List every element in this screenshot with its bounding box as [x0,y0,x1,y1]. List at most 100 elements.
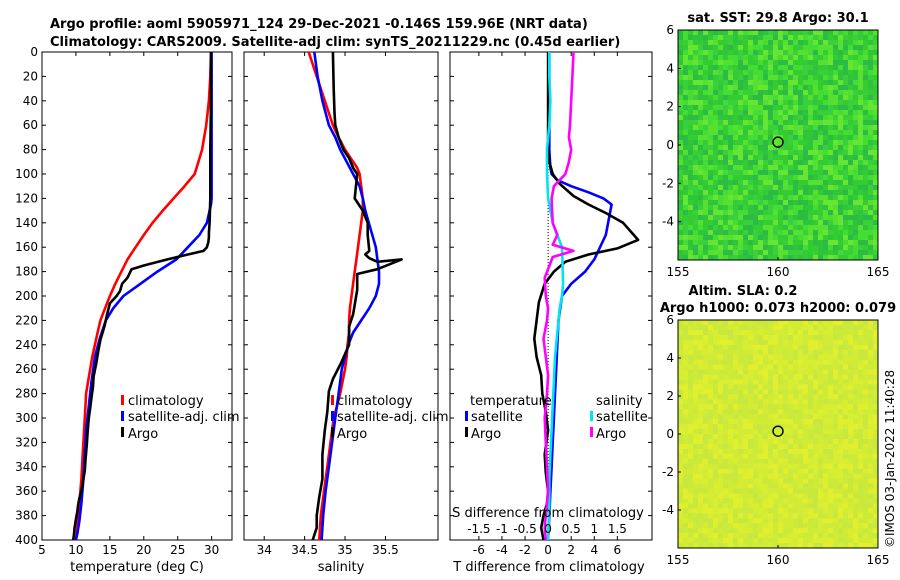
map-cell [693,235,699,241]
map-cell [748,508,754,514]
map-cell [798,389,804,395]
map-cell [848,155,854,161]
map-cell [788,200,794,206]
sla-map-frame [677,319,879,549]
map-cell [838,155,844,161]
map-cell [763,240,769,246]
map-cell [798,498,804,504]
map-cell [698,200,704,206]
map-cell [838,379,844,385]
map-cell [863,155,869,161]
map-cell [763,110,769,116]
map-cell [833,349,839,355]
map-cell [818,45,824,51]
map-cell [863,240,869,246]
map-cell [848,543,854,549]
map-cell [753,419,759,425]
map-cell [758,155,764,161]
map-cell [858,85,864,91]
map-cell [758,483,764,489]
map-cell [753,354,759,360]
map-cell [838,30,844,36]
map-cell [683,110,689,116]
map-cell [748,190,754,196]
map-cell [713,364,719,370]
map-cell [733,473,739,479]
map-cell [708,145,714,151]
map-cell [713,334,719,341]
map-cell [698,325,704,331]
map-cell [848,130,854,136]
map-cell [773,200,779,206]
map-cell [798,404,804,410]
map-cell [698,404,704,410]
map-cell [723,30,729,36]
map-cell [873,443,879,450]
map-cell [853,150,859,156]
map-cell [738,100,744,106]
map-cell [863,235,869,241]
map-cell [748,220,754,226]
map-cell [863,70,869,76]
map-cell [723,320,729,326]
map-cell [818,414,824,420]
map-cell [853,473,859,479]
map-cell [873,508,879,514]
map-cell [743,394,749,400]
map-cell [808,60,814,66]
map-cell [743,230,749,236]
map-cell [843,45,849,51]
map-cell [708,414,714,420]
map-cell [788,379,794,385]
map-cell [723,80,729,86]
map-cell [723,105,729,111]
map-cell [808,359,814,365]
map-cell [723,543,729,549]
map-cell [868,443,874,450]
map-cell [803,364,809,370]
map-cell [728,483,734,489]
map-cell [718,448,724,455]
map-cell [723,533,729,539]
map-cell [728,389,734,395]
map-cell [758,110,764,116]
map-cell [868,329,874,336]
map-cell [678,478,684,484]
map-cell [813,503,819,509]
map-cell [693,160,699,166]
map-cell [753,369,759,375]
map-cell [838,325,844,331]
map-cell [848,220,854,226]
map-cell [858,225,864,231]
map-cell [708,45,714,51]
map-cell [853,434,859,440]
map-cell [823,110,829,116]
map-cell [798,439,804,445]
map-cell [808,125,814,131]
map-cell [868,384,874,390]
map-cell [678,320,684,326]
map-cell [743,448,749,455]
map-cell [853,468,859,474]
map-cell [698,543,704,549]
map-cell [753,70,759,76]
map-cell [778,35,784,41]
map-cell [728,65,734,71]
map-cell [798,225,804,231]
map-cell [778,518,784,524]
map-cell [843,75,849,81]
map-cell [703,344,709,351]
map-cell [728,414,734,420]
map-cell [873,374,879,380]
map-cell [738,110,744,116]
map-cell [748,369,754,375]
map-cell [743,513,749,519]
map-cell [793,40,799,46]
map-cell [838,344,844,351]
map-cell [728,503,734,509]
map-cell [818,175,824,181]
map-cell [678,120,684,126]
map-cell [728,60,734,66]
map-cell [718,518,724,524]
map-x-tick-label: 165 [867,265,890,279]
